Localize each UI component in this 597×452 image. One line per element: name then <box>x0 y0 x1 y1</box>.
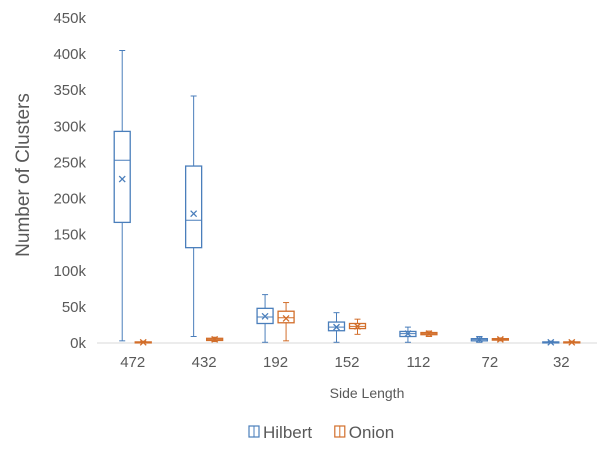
mean-marker <box>354 322 361 330</box>
mean-marker <box>333 323 340 331</box>
mean-marker <box>118 175 126 183</box>
box-series <box>113 50 581 346</box>
mean-marker <box>475 335 483 343</box>
mean-marker <box>547 338 555 346</box>
legend-label: Hilbert <box>263 423 312 442</box>
x-tick-label: 192 <box>263 354 288 371</box>
y-tick-label: 0k <box>70 335 86 352</box>
mean-marker <box>404 330 412 338</box>
box-iqr <box>113 130 131 224</box>
mean-marker <box>568 338 576 346</box>
y-tick-label: 450k <box>53 10 86 27</box>
x-tick-label: 32 <box>553 354 570 371</box>
box-iqr <box>184 165 203 249</box>
box-hilbert-32 <box>542 338 560 346</box>
y-axis: 0k 50k 100k 150k 200k 250k 300k 350k 400k 450k <box>53 10 86 352</box>
x-tick-label: 152 <box>334 354 359 371</box>
y-tick-label: 200k <box>53 191 86 208</box>
mean-marker <box>425 330 433 338</box>
box-onion-152 <box>348 318 367 335</box>
box-hilbert-472 <box>113 50 131 342</box>
y-tick-label: 400k <box>53 46 86 63</box>
box-iqr <box>277 310 295 324</box>
box-onion-32 <box>563 338 581 346</box>
box-onion-192 <box>277 302 295 342</box>
mean-marker <box>496 335 504 343</box>
x-tick-label: 112 <box>406 354 430 371</box>
legend-label: Onion <box>349 423 394 442</box>
box-hilbert-152 <box>327 312 346 343</box>
y-tick-label: 250k <box>53 154 86 171</box>
mean-marker <box>261 312 269 320</box>
box-hilbert-72 <box>470 335 489 343</box>
box-hilbert-192 <box>256 294 274 343</box>
x-axis-title: Side Length <box>330 385 405 401</box>
box-hilbert-432 <box>184 95 203 337</box>
y-tick-label: 150k <box>53 227 86 244</box>
y-tick-label: 300k <box>53 118 86 135</box>
x-tick-label: 472 <box>120 354 145 371</box>
box-onion-72 <box>491 335 510 343</box>
mean-marker <box>190 210 198 218</box>
legend-item-hilbert: Hilbert <box>248 423 312 442</box>
box-onion-112 <box>420 330 438 338</box>
y-axis-title: Number of Clusters <box>13 93 34 257</box>
box-onion-432 <box>205 335 224 343</box>
x-tick-label: 72 <box>482 354 499 371</box>
y-tick-label: 50k <box>62 299 87 316</box>
mean-marker <box>282 314 290 322</box>
mean-marker <box>211 335 219 343</box>
y-tick-label: 350k <box>53 82 86 99</box>
mean-marker <box>139 338 147 346</box>
legend-item-onion: Onion <box>334 423 394 442</box>
x-axis: 472 432 192 152 112 72 32 <box>97 342 597 371</box>
x-tick-label: 432 <box>192 354 217 371</box>
y-tick-label: 100k <box>53 263 86 280</box>
box-hilbert-112 <box>399 326 417 343</box>
box-onion-472 <box>134 338 152 346</box>
legend: Hilbert Onion <box>248 423 394 442</box>
